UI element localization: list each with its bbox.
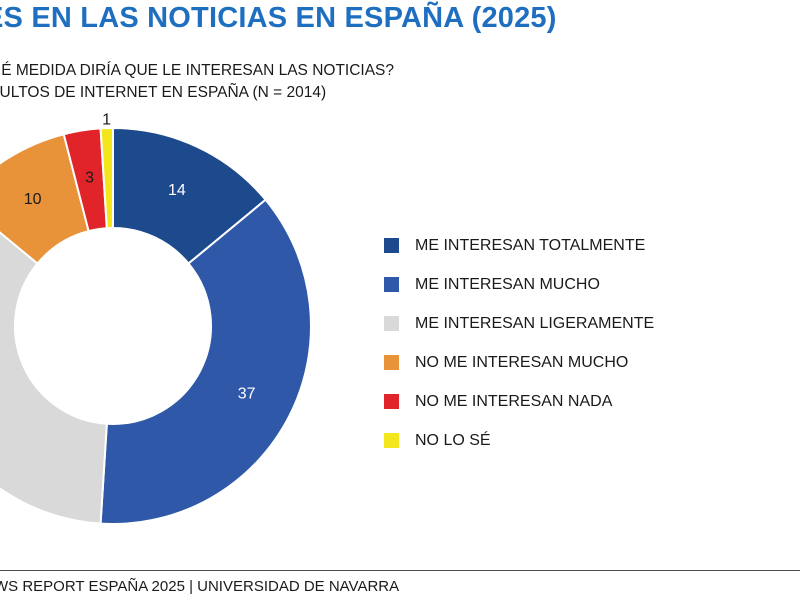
legend-label: NO ME INTERESAN NADA: [415, 392, 613, 410]
slice-value-label: 10: [24, 191, 42, 208]
legend-label: ME INTERESAN TOTALMENTE: [415, 236, 646, 254]
legend-label: ME INTERESAN LIGERAMENTE: [415, 314, 655, 332]
legend-label: NO LO SÉ: [415, 431, 491, 449]
donut-slice-6: [99, 126, 114, 230]
legend-label: NO ME INTERESAN MUCHO: [415, 353, 629, 371]
legend-item: ME INTERESAN LIGERAMENTE: [384, 304, 654, 343]
slice-value-label: 1: [102, 112, 111, 129]
chart-subtitle: QUÉ MEDIDA DIRÍA QUE LE INTERESAN LAS NO…: [0, 60, 394, 104]
legend-item: NO LO SÉ: [384, 421, 654, 460]
footer-divider: [0, 570, 800, 571]
legend-swatch: [384, 355, 399, 370]
sample-base-text: ADULTOS DE INTERNET EN ESPAÑA (N = 2014): [0, 84, 327, 101]
chart-title: ÉS EN LAS NOTICIAS EN ESPAÑA (2025): [0, 2, 557, 34]
legend-label: ME INTERESAN MUCHO: [415, 275, 600, 293]
legend-swatch: [384, 277, 399, 292]
donut-slice-3: [0, 231, 108, 525]
slice-value-label: 37: [238, 386, 256, 403]
chart-legend: ME INTERESAN TOTALMENTE ME INTERESAN MUCH…: [384, 226, 654, 460]
slice-value-label: 3: [85, 169, 94, 186]
legend-swatch: [384, 316, 399, 331]
slice-value-label: 14: [168, 182, 186, 199]
legend-item: NO ME INTERESAN NADA: [384, 382, 654, 421]
legend-item: ME INTERESAN MUCHO: [384, 265, 654, 304]
source-footer: WS REPORT ESPAÑA 2025 | UNIVERSIDAD DE N…: [0, 578, 400, 595]
legend-item: NO ME INTERESAN MUCHO: [384, 343, 654, 382]
donut-slice-2: [99, 198, 312, 525]
legend-swatch: [384, 433, 399, 448]
legend-swatch: [384, 394, 399, 409]
question-text: QUÉ MEDIDA DIRÍA QUE LE INTERESAN LAS NO…: [0, 62, 395, 79]
legend-swatch: [384, 238, 399, 253]
legend-item: ME INTERESAN TOTALMENTE: [384, 226, 654, 265]
